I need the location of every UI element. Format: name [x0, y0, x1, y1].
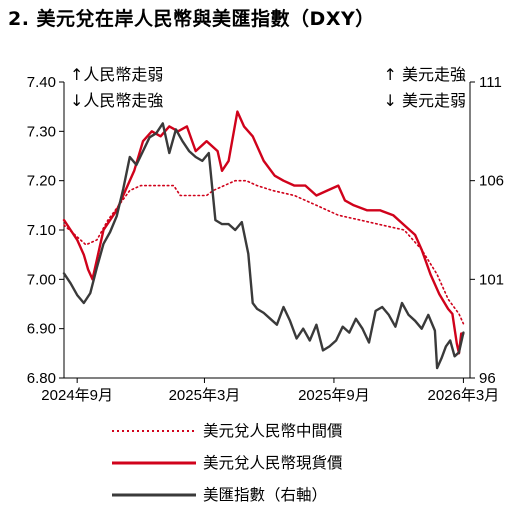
annotation-right-down: ↓ 美元走弱 [384, 91, 467, 110]
annotation-left-up: ↑人民幣走弱 [70, 65, 163, 84]
legend-label-2: 美元兌人民幣現貨價 [203, 454, 343, 472]
y-left-tick-label: 7.10 [27, 222, 56, 239]
series-line-spot [62, 110, 465, 355]
y-left-tick-label: 7.30 [27, 123, 56, 140]
chart-title: 2. 美元兌在岸人民幣與美匯指數（DXY） [8, 8, 375, 30]
legend-label-1: 美元兌人民幣中間價 [203, 422, 343, 440]
y-right-tick-label: 96 [479, 370, 496, 387]
y-left-tick-label: 7.40 [27, 74, 56, 91]
y-left-tick-label: 7.00 [27, 271, 56, 288]
x-tick-label: 2025年3月 [169, 387, 241, 404]
x-tick-label: 2025年9月 [298, 387, 370, 404]
annotation-left-down: ↓人民幣走強 [70, 91, 163, 110]
x-tick-label: 2026年3月 [428, 387, 500, 404]
y-right-tick-label: 101 [479, 271, 504, 288]
legend-label-3: 美匯指數（右軸） [203, 486, 327, 504]
series-line-mid [63, 179, 465, 325]
series-line-dxy [62, 122, 465, 370]
y-left-tick-label: 6.80 [27, 370, 56, 387]
y-right-tick-label: 111 [479, 74, 502, 91]
x-tick-label: 2024年9月 [41, 387, 113, 404]
y-left-tick-label: 6.90 [27, 321, 56, 338]
y-left-tick-label: 7.20 [27, 173, 56, 190]
annotation-right-up: ↑ 美元走強 [384, 65, 467, 84]
y-right-tick-label: 106 [479, 173, 504, 190]
